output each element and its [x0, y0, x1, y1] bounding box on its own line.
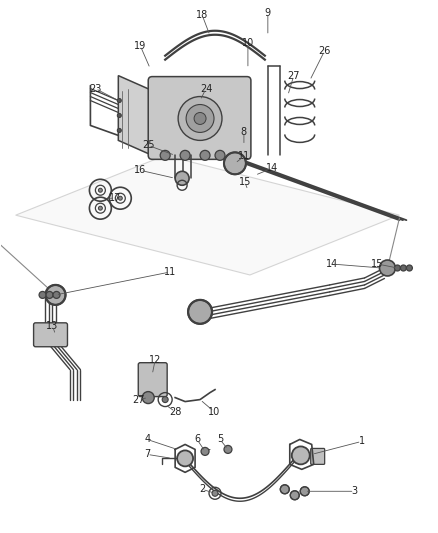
- Text: 13: 13: [46, 321, 59, 331]
- Circle shape: [118, 196, 122, 200]
- Circle shape: [400, 265, 406, 271]
- Circle shape: [224, 152, 246, 174]
- Text: 9: 9: [265, 8, 271, 18]
- Circle shape: [178, 96, 222, 140]
- Circle shape: [160, 150, 170, 160]
- Circle shape: [180, 150, 190, 160]
- Circle shape: [212, 490, 218, 496]
- Circle shape: [117, 128, 121, 132]
- Circle shape: [379, 260, 396, 276]
- Circle shape: [280, 485, 289, 494]
- Text: 27: 27: [287, 70, 300, 80]
- Text: 3: 3: [352, 486, 358, 496]
- Circle shape: [201, 447, 209, 455]
- Circle shape: [162, 397, 168, 402]
- Circle shape: [142, 392, 154, 403]
- FancyBboxPatch shape: [311, 448, 325, 464]
- Polygon shape: [16, 155, 399, 275]
- Polygon shape: [118, 76, 152, 155]
- Text: 28: 28: [169, 407, 181, 416]
- Circle shape: [188, 300, 212, 324]
- Text: 26: 26: [318, 46, 331, 55]
- Circle shape: [175, 171, 189, 185]
- Text: 16: 16: [134, 165, 146, 175]
- Text: 4: 4: [144, 434, 150, 445]
- Circle shape: [99, 206, 102, 210]
- Text: 24: 24: [200, 84, 212, 94]
- Circle shape: [46, 285, 66, 305]
- Text: 18: 18: [196, 10, 208, 20]
- Circle shape: [300, 487, 309, 496]
- Text: 8: 8: [241, 127, 247, 138]
- Circle shape: [395, 265, 400, 271]
- Circle shape: [53, 292, 60, 298]
- Circle shape: [224, 446, 232, 454]
- Text: 27: 27: [132, 394, 145, 405]
- Circle shape: [117, 99, 121, 102]
- Circle shape: [200, 150, 210, 160]
- Text: 14: 14: [325, 259, 338, 269]
- Circle shape: [406, 265, 413, 271]
- Text: 7: 7: [144, 449, 150, 459]
- Text: 14: 14: [266, 163, 278, 173]
- Circle shape: [39, 292, 46, 298]
- Text: 23: 23: [89, 84, 102, 94]
- FancyBboxPatch shape: [138, 362, 167, 397]
- FancyBboxPatch shape: [148, 77, 251, 159]
- Text: 11: 11: [164, 267, 176, 277]
- Circle shape: [117, 114, 121, 117]
- Circle shape: [292, 447, 310, 464]
- Text: 15: 15: [239, 177, 251, 187]
- Text: 1: 1: [358, 437, 364, 447]
- Text: 15: 15: [371, 259, 384, 269]
- FancyBboxPatch shape: [34, 323, 67, 347]
- Circle shape: [290, 491, 299, 500]
- Circle shape: [99, 188, 102, 192]
- Text: 12: 12: [149, 354, 161, 365]
- Text: 11: 11: [238, 151, 250, 161]
- Circle shape: [177, 450, 193, 466]
- Text: 10: 10: [242, 38, 254, 48]
- Text: 25: 25: [142, 140, 155, 150]
- Circle shape: [215, 150, 225, 160]
- Text: 17: 17: [109, 193, 121, 203]
- Circle shape: [186, 104, 214, 132]
- Circle shape: [194, 112, 206, 124]
- Circle shape: [46, 292, 53, 298]
- Text: 10: 10: [208, 407, 220, 416]
- Text: 19: 19: [134, 41, 146, 51]
- Text: 6: 6: [194, 434, 200, 445]
- Text: 2: 2: [199, 484, 205, 494]
- Text: 5: 5: [217, 434, 223, 445]
